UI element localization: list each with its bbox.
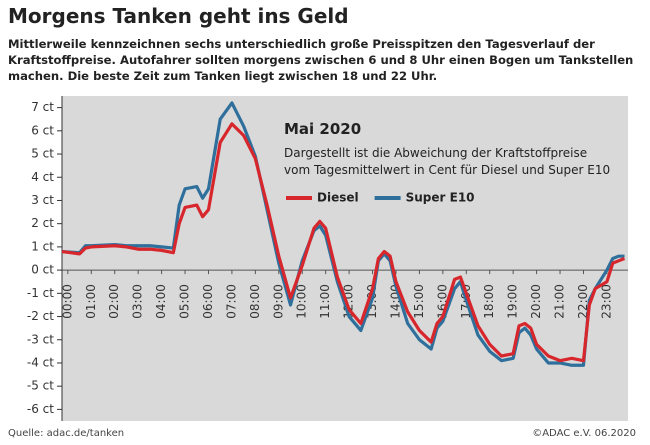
series-line: [61, 122, 626, 363]
x-tick-label: 22:00: [576, 284, 590, 319]
x-tick-label: 08:00: [248, 284, 262, 319]
y-tick-label: 6 ct: [31, 123, 54, 137]
y-tick-label: 5 ct: [31, 147, 54, 161]
x-tick-label: 01:00: [84, 284, 98, 319]
y-tick-label: -1 ct: [27, 286, 54, 300]
inset-text: Dargestellt ist die Abweichung der Kraft…: [284, 146, 611, 177]
y-tick-label: -3 ct: [27, 332, 54, 346]
x-tick-label: 12:00: [342, 284, 356, 319]
source: Quelle: adac.de/tanken: [8, 428, 125, 439]
chart-title: Morgens Tanken geht ins Geld: [8, 4, 349, 28]
y-tick-label: 0 ct: [31, 263, 54, 277]
x-tick-label: 23:00: [599, 284, 613, 319]
y-tick-label: -2 ct: [27, 309, 54, 323]
subtitle: Mittlerweile kennzeichnen sechs untersch…: [8, 37, 634, 83]
x-tick-label: 21:00: [553, 284, 567, 319]
legend-label: Diesel: [317, 191, 359, 205]
y-tick-label: 1 ct: [31, 239, 54, 253]
x-tick-label: 19:00: [506, 284, 520, 319]
x-tick-label: 15:00: [412, 284, 426, 319]
x-tick-label: 20:00: [529, 284, 543, 319]
y-tick-label: -6 ct: [27, 402, 54, 416]
x-tick-label: 05:00: [178, 284, 192, 319]
x-tick-label: 04:00: [154, 284, 168, 319]
x-tick-label: 07:00: [224, 284, 238, 319]
legend-label: Super E10: [406, 191, 475, 205]
inset-title: Mai 2020: [284, 120, 362, 138]
x-tick-label: 18:00: [482, 284, 496, 319]
plot-area: [62, 96, 628, 421]
y-tick-label: -4 ct: [27, 355, 54, 369]
y-tick-label: 4 ct: [31, 170, 54, 184]
y-tick-label: 7 ct: [31, 100, 54, 114]
x-tick-label: 06:00: [201, 284, 215, 319]
x-tick-label: 00:00: [60, 284, 74, 319]
y-tick-label: 3 ct: [31, 193, 54, 207]
x-tick-label: 11:00: [318, 284, 332, 319]
y-tick-label: 2 ct: [31, 216, 54, 230]
y-tick-label: -5 ct: [27, 379, 54, 393]
x-tick-label: 02:00: [107, 284, 121, 319]
x-tick-label: 03:00: [131, 284, 145, 319]
x-tick-label: 10:00: [295, 284, 309, 319]
credit: ©ADAC e.V. 06.2020: [532, 428, 636, 439]
x-tick-label: 09:00: [271, 284, 285, 319]
